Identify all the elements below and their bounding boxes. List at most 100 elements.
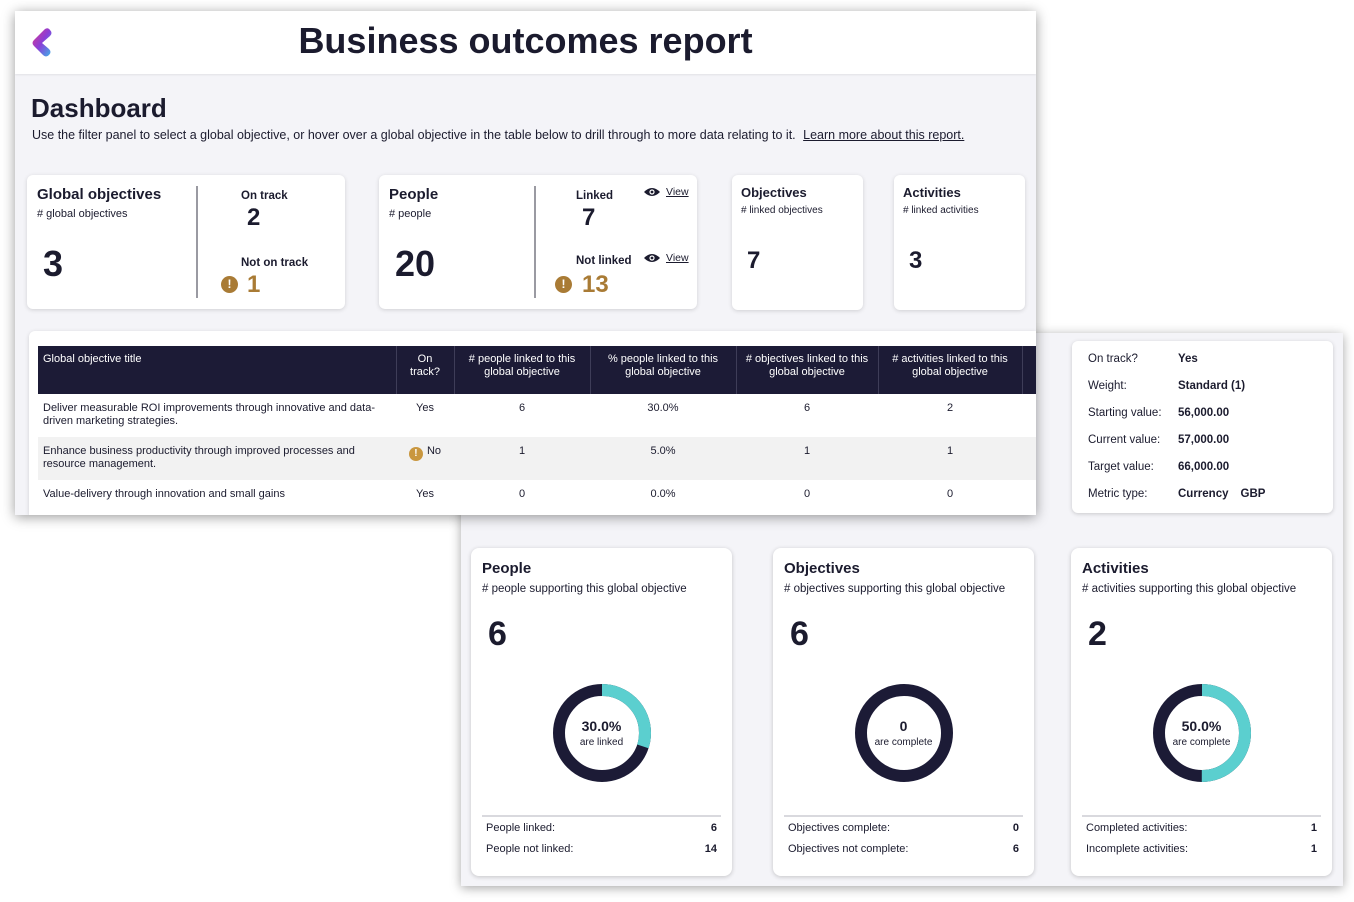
detail-value: Currency bbox=[1178, 488, 1229, 500]
empty-cell bbox=[1022, 480, 1036, 510]
footer-label: Completed activities: bbox=[1086, 821, 1188, 834]
objectives-count-cell: 6 bbox=[803, 402, 811, 414]
dashboard-window: Business outcomes report Dashboard Use t… bbox=[15, 11, 1036, 515]
card-value: 2 bbox=[1088, 615, 1107, 653]
description-text: Use the filter panel to select a global … bbox=[32, 128, 796, 142]
detail-value: 66,000.00 bbox=[1178, 461, 1230, 473]
footer-value: 1 bbox=[1310, 821, 1317, 834]
report-title: Business outcomes report bbox=[298, 20, 753, 61]
card-value: 3 bbox=[909, 247, 923, 274]
on-track-label: On track bbox=[241, 190, 288, 202]
detail-metric-type: Metric type: Currency GBP bbox=[1088, 488, 1333, 515]
column-header[interactable]: % people linked to this global objective bbox=[590, 346, 737, 394]
card-subtitle: # objectives supporting this global obje… bbox=[784, 583, 1006, 595]
people-pct-cell: 0.0% bbox=[650, 488, 676, 500]
global-objectives-table-card: Global objective title On track? # peopl… bbox=[29, 331, 1036, 515]
not-on-track-value: 1 bbox=[247, 271, 261, 298]
objective-title-cell: Value-delivery through innovation and sm… bbox=[43, 488, 285, 500]
donut-track bbox=[854, 684, 953, 782]
card-value: 7 bbox=[747, 247, 761, 274]
card-subtitle: # people supporting this global objectiv… bbox=[482, 583, 687, 595]
footer-value: 1 bbox=[1310, 842, 1317, 855]
warning-icon: ! bbox=[408, 447, 423, 461]
detail-label: On track? bbox=[1088, 353, 1138, 365]
column-header[interactable]: On track? bbox=[396, 346, 455, 394]
card-title: Objectives bbox=[741, 185, 807, 200]
card-value: 6 bbox=[488, 615, 507, 653]
donut-percent: 50.0% bbox=[1181, 718, 1222, 734]
learn-more-link[interactable]: Learn more about this report. bbox=[803, 128, 965, 142]
card-title: People bbox=[389, 186, 439, 203]
donut-percent: 0 bbox=[899, 718, 908, 734]
view-linked-link[interactable]: View bbox=[666, 186, 689, 198]
footer-value: 6 bbox=[1012, 842, 1019, 855]
table-row[interactable]: Enhance business productivity through im… bbox=[38, 437, 1036, 480]
people-pct-cell: 30.0% bbox=[647, 402, 679, 414]
card-value: 3 bbox=[43, 243, 64, 284]
objectives-kpi-card: Objectives # linked objectives 7 bbox=[732, 175, 863, 310]
not-linked-value: 13 bbox=[582, 271, 609, 298]
detail-label: Target value: bbox=[1088, 461, 1154, 473]
table-row[interactable]: Deliver measurable ROI improvements thro… bbox=[38, 394, 1036, 437]
card-title: Global objectives bbox=[37, 186, 162, 203]
card-value: 20 bbox=[395, 243, 436, 284]
global-objectives-kpi-card: Global objectives # global objectives 3 … bbox=[27, 175, 345, 309]
people-donut-chart: 30.0% are linked bbox=[550, 681, 654, 785]
view-not-linked-link[interactable]: View bbox=[666, 252, 689, 264]
donut-label: are linked bbox=[579, 737, 624, 748]
objectives-donut-chart: 0 are complete bbox=[852, 681, 956, 785]
divider bbox=[1082, 815, 1321, 817]
column-header[interactable]: Global objective title bbox=[38, 346, 397, 394]
donut-label: are complete bbox=[874, 737, 933, 748]
detail-value: 56,000.00 bbox=[1178, 407, 1230, 419]
people-support-card: People # people supporting this global o… bbox=[471, 548, 732, 876]
detail-starting-value: Starting value: 56,000.00 bbox=[1088, 407, 1333, 434]
warning-icon: ! bbox=[555, 276, 572, 293]
people-count-cell: 1 bbox=[518, 445, 526, 457]
footer-row: Objectives complete: 0 bbox=[784, 817, 1023, 838]
card-title: Activities bbox=[1082, 560, 1149, 577]
objectives-count-cell: 1 bbox=[803, 445, 811, 457]
card-subtitle: # linked activities bbox=[903, 205, 979, 216]
card-title: People bbox=[482, 560, 532, 577]
donut-arc bbox=[552, 684, 651, 782]
card-subtitle: # global objectives bbox=[37, 208, 128, 220]
detail-value: Yes bbox=[1178, 353, 1198, 365]
detail-target-value: Target value: 66,000.00 bbox=[1088, 461, 1333, 488]
column-header[interactable]: # objectives linked to this global objec… bbox=[736, 346, 879, 394]
detail-current-value: Current value: 57,000.00 bbox=[1088, 434, 1333, 461]
column-header[interactable]: # people linked to this global objective bbox=[454, 346, 591, 394]
people-count-cell: 0 bbox=[518, 488, 526, 500]
detail-label: Metric type: bbox=[1088, 488, 1148, 500]
on-track-cell: ! No bbox=[396, 437, 454, 480]
eye-icon[interactable] bbox=[643, 252, 661, 264]
card-subtitle: # linked objectives bbox=[741, 205, 823, 216]
footer-label: Objectives complete: bbox=[788, 821, 891, 834]
detail-weight: Weight: Standard (1) bbox=[1088, 380, 1333, 407]
footer-value: 14 bbox=[704, 842, 717, 855]
detail-label: Weight: bbox=[1088, 380, 1127, 392]
divider bbox=[196, 186, 198, 298]
on-track-cell: Yes bbox=[416, 488, 434, 500]
people-pct-cell: 5.0% bbox=[650, 445, 676, 457]
footer-value: 0 bbox=[1012, 821, 1019, 834]
detail-value: 57,000.00 bbox=[1178, 434, 1230, 446]
eye-icon[interactable] bbox=[643, 186, 661, 198]
divider bbox=[534, 186, 536, 298]
column-header[interactable]: # activities linked to this global objec… bbox=[878, 346, 1023, 394]
linked-label: Linked bbox=[576, 190, 614, 202]
footer-label: People not linked: bbox=[486, 842, 574, 855]
empty-cell bbox=[1022, 394, 1036, 437]
card-subtitle: # people bbox=[389, 208, 432, 220]
footer-row: People not linked: 14 bbox=[482, 838, 721, 859]
activities-support-card: Activities # activities supporting this … bbox=[1071, 548, 1332, 876]
table-row[interactable]: Value-delivery through innovation and sm… bbox=[38, 480, 1036, 510]
activities-count-cell: 2 bbox=[946, 402, 954, 414]
page-description: Use the filter panel to select a global … bbox=[32, 128, 964, 142]
footer-row: People linked: 6 bbox=[482, 817, 721, 838]
donut-arc bbox=[1152, 684, 1251, 782]
card-value: 6 bbox=[790, 615, 809, 653]
linked-value: 7 bbox=[582, 204, 596, 231]
activities-count-cell: 1 bbox=[946, 445, 954, 457]
on-track-cell: Yes bbox=[416, 402, 434, 414]
